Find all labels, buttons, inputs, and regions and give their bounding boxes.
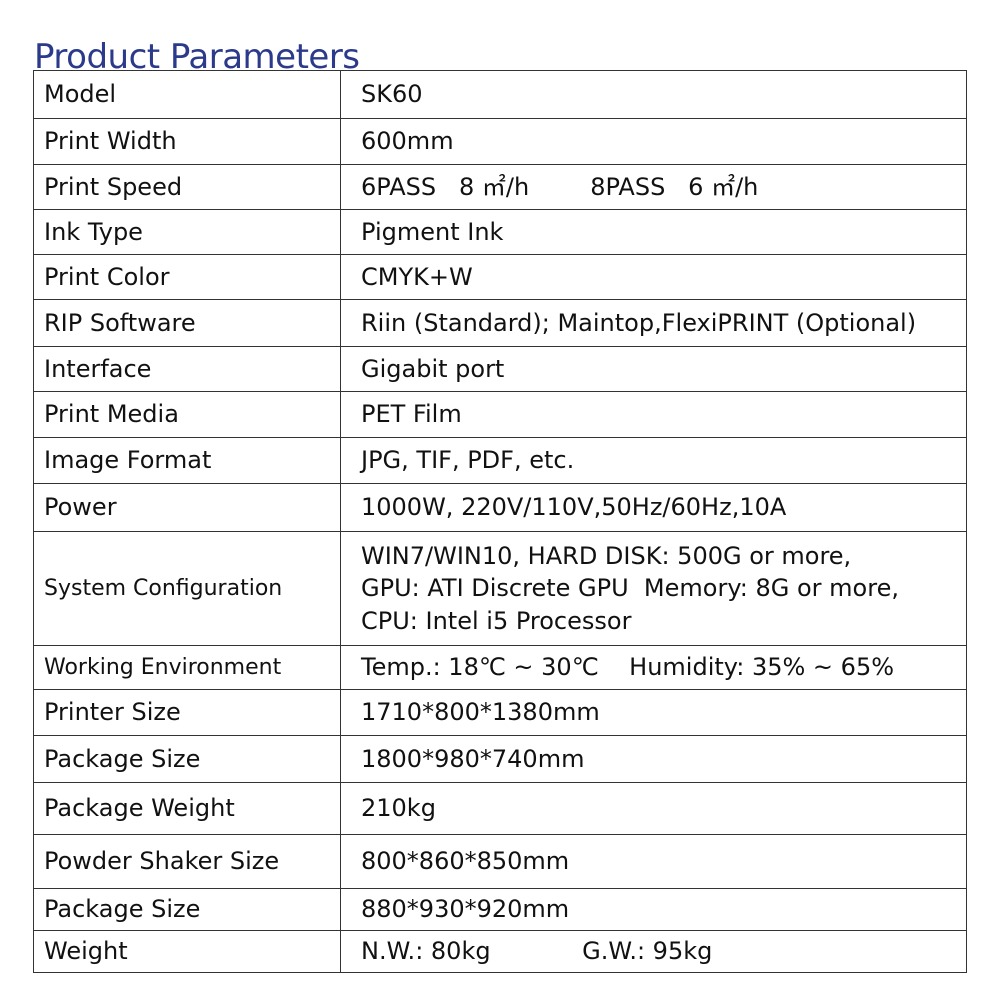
parameter-value: SK60 bbox=[340, 70, 967, 119]
parameter-value: WIN7/WIN10, HARD DISK: 500G or more, GPU… bbox=[340, 531, 967, 646]
table-row: Model SK60 bbox=[33, 70, 967, 119]
parameter-label: Ink Type bbox=[33, 209, 341, 255]
parameter-value: Gigabit port bbox=[340, 346, 967, 392]
parameter-label: Weight bbox=[33, 930, 341, 973]
parameter-label: Working Environment bbox=[33, 645, 341, 690]
table-row: Power 1000W, 220V/110V,50Hz/60Hz,10A bbox=[33, 483, 967, 532]
table-row: Print Media PET Film bbox=[33, 391, 967, 438]
table-row: Package Weight 210kg bbox=[33, 782, 967, 835]
parameter-label: Print Media bbox=[33, 391, 341, 438]
parameter-value: JPG, TIF, PDF, etc. bbox=[340, 437, 967, 484]
table-row: System Configuration WIN7/WIN10, HARD DIS… bbox=[33, 531, 967, 646]
product-parameters-table: Model SK60 Print Width 600mm Print Speed 6PAS… bbox=[33, 70, 967, 973]
parameter-label: Image Format bbox=[33, 437, 341, 484]
table-row: Working Environment Temp.: 18℃ ~ 30℃ Humi… bbox=[33, 645, 967, 690]
parameter-value: 1800*980*740mm bbox=[340, 735, 967, 783]
parameter-value: 210kg bbox=[340, 782, 967, 835]
parameter-value: 1710*800*1380mm bbox=[340, 689, 967, 736]
parameter-value: Pigment Ink bbox=[340, 209, 967, 255]
parameter-label: Package Size bbox=[33, 888, 341, 931]
parameter-label: System Configuration bbox=[33, 531, 341, 646]
parameter-label: Powder Shaker Size bbox=[33, 834, 341, 889]
table-row: Print Speed 6PASS 8 ㎡/h 8PASS 6 ㎡/h bbox=[33, 164, 967, 210]
parameter-label: Print Speed bbox=[33, 164, 341, 210]
parameter-label: Model bbox=[33, 70, 341, 119]
table-row: Print Color CMYK+W bbox=[33, 254, 967, 300]
table-row: Image Format JPG, TIF, PDF, etc. bbox=[33, 437, 967, 484]
parameter-label: RIP Software bbox=[33, 299, 341, 347]
parameter-label: Package Weight bbox=[33, 782, 341, 835]
parameter-label: Interface bbox=[33, 346, 341, 392]
table-row: Package Size 1800*980*740mm bbox=[33, 735, 967, 783]
parameter-value: 6PASS 8 ㎡/h 8PASS 6 ㎡/h bbox=[340, 164, 967, 210]
table-row: Ink Type Pigment Ink bbox=[33, 209, 967, 255]
parameter-value: 800*860*850mm bbox=[340, 834, 967, 889]
table-row: Powder Shaker Size 800*860*850mm bbox=[33, 834, 967, 889]
parameter-label: Package Size bbox=[33, 735, 341, 783]
parameter-label: Print Color bbox=[33, 254, 341, 300]
parameter-value: 600mm bbox=[340, 118, 967, 165]
parameter-label: Printer Size bbox=[33, 689, 341, 736]
table-row: Weight N.W.: 80kg G.W.: 95kg bbox=[33, 930, 967, 973]
parameter-label: Print Width bbox=[33, 118, 341, 165]
parameter-value: PET Film bbox=[340, 391, 967, 438]
table-row: Interface Gigabit port bbox=[33, 346, 967, 392]
table-row: Printer Size 1710*800*1380mm bbox=[33, 689, 967, 736]
parameter-value: CMYK+W bbox=[340, 254, 967, 300]
parameter-value: Riin (Standard); Maintop,FlexiPRINT (Opt… bbox=[340, 299, 967, 347]
table-body: Model SK60 Print Width 600mm Print Speed 6PAS… bbox=[33, 70, 967, 973]
parameter-label: Power bbox=[33, 483, 341, 532]
table-row: Package Size 880*930*920mm bbox=[33, 888, 967, 931]
parameter-value: 1000W, 220V/110V,50Hz/60Hz,10A bbox=[340, 483, 967, 532]
parameter-value: N.W.: 80kg G.W.: 95kg bbox=[340, 930, 967, 973]
table-row: RIP Software Riin (Standard); Maintop,Fle… bbox=[33, 299, 967, 347]
parameter-value: Temp.: 18℃ ~ 30℃ Humidity: 35% ~ 65% bbox=[340, 645, 967, 690]
table-row: Print Width 600mm bbox=[33, 118, 967, 165]
parameter-value: 880*930*920mm bbox=[340, 888, 967, 931]
